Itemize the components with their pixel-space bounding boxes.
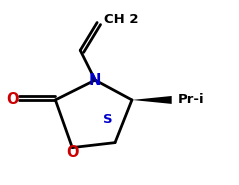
Text: O: O — [6, 92, 19, 107]
Polygon shape — [132, 96, 172, 104]
Text: CH 2: CH 2 — [104, 13, 139, 26]
Text: O: O — [66, 145, 79, 160]
Text: S: S — [103, 113, 113, 126]
Text: N: N — [89, 73, 101, 88]
Text: Pr-i: Pr-i — [178, 93, 204, 106]
